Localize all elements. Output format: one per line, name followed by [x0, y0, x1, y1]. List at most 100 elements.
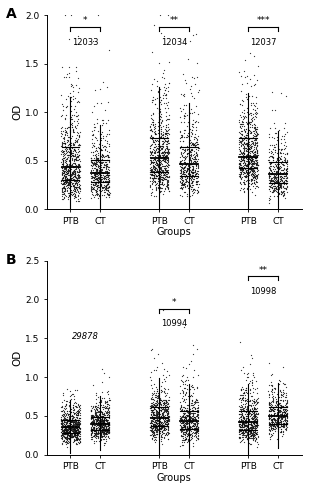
- Point: [191, 150, 196, 158]
- Point: [68, 154, 73, 162]
- Point: [238, 162, 243, 169]
- Point: [91, 423, 96, 431]
- Point: [103, 400, 108, 408]
- Point: [73, 416, 78, 424]
- Point: [159, 428, 164, 436]
- Point: [104, 170, 109, 178]
- Point: [149, 395, 154, 403]
- Point: [242, 403, 247, 410]
- Point: [69, 189, 74, 196]
- Point: [151, 165, 156, 173]
- Text: 12034: 12034: [161, 37, 188, 47]
- Text: 10998: 10998: [250, 287, 276, 296]
- Point: [93, 427, 98, 435]
- Point: [157, 430, 162, 437]
- Point: [244, 146, 249, 154]
- Point: [94, 414, 99, 422]
- Point: [165, 148, 170, 156]
- Point: [67, 421, 72, 429]
- Point: [239, 415, 244, 423]
- Point: [151, 395, 156, 403]
- Point: [255, 139, 259, 147]
- Point: [166, 184, 171, 191]
- Point: [102, 418, 107, 426]
- Point: [253, 419, 258, 427]
- Point: [189, 171, 194, 179]
- Point: [60, 181, 65, 189]
- Point: [237, 420, 242, 428]
- Point: [98, 135, 103, 142]
- Point: [187, 166, 192, 174]
- Point: [91, 423, 96, 431]
- Point: [104, 167, 109, 175]
- Point: [269, 167, 274, 175]
- Point: [252, 123, 257, 131]
- Point: [104, 184, 109, 191]
- Point: [253, 424, 258, 432]
- Point: [157, 434, 162, 441]
- Point: [186, 167, 191, 175]
- Point: [149, 177, 154, 185]
- Point: [248, 164, 253, 171]
- Point: [160, 387, 165, 395]
- Point: [67, 180, 72, 188]
- Point: [163, 175, 168, 183]
- Point: [159, 159, 164, 166]
- Point: [151, 415, 156, 423]
- Point: [281, 411, 286, 419]
- Point: [279, 187, 284, 195]
- Point: [254, 415, 259, 423]
- Point: [181, 91, 186, 99]
- Point: [100, 163, 105, 171]
- Point: [92, 418, 97, 426]
- Point: [67, 171, 72, 179]
- Point: [255, 434, 260, 441]
- Point: [106, 174, 111, 182]
- Point: [70, 433, 75, 441]
- Point: [243, 171, 248, 179]
- Point: [284, 177, 289, 185]
- Point: [77, 162, 82, 170]
- Point: [196, 372, 201, 380]
- Point: [165, 168, 170, 176]
- Point: [67, 425, 72, 433]
- Point: [244, 109, 249, 116]
- Point: [158, 151, 163, 159]
- Point: [251, 419, 256, 427]
- Point: [247, 420, 252, 428]
- Point: [244, 141, 249, 149]
- Point: [98, 401, 103, 409]
- Point: [182, 111, 187, 119]
- Point: [270, 417, 275, 425]
- Point: [70, 422, 75, 430]
- Point: [180, 418, 185, 426]
- Point: [60, 111, 65, 119]
- Point: [165, 144, 170, 152]
- Point: [162, 184, 167, 192]
- Point: [63, 431, 68, 438]
- Point: [191, 158, 196, 166]
- Point: [187, 131, 192, 139]
- Point: [284, 410, 289, 418]
- Point: [103, 106, 108, 113]
- Point: [242, 173, 247, 181]
- Point: [191, 422, 196, 430]
- Point: [193, 415, 198, 423]
- Point: [75, 429, 80, 436]
- Point: [187, 417, 192, 425]
- Point: [239, 124, 244, 132]
- Point: [268, 433, 273, 441]
- Point: [153, 164, 157, 172]
- Point: [67, 123, 72, 131]
- Point: [279, 173, 284, 181]
- Point: [154, 417, 159, 425]
- Point: [71, 424, 76, 432]
- Point: [100, 129, 104, 136]
- Point: [106, 425, 111, 433]
- Point: [61, 420, 66, 428]
- Point: [164, 422, 169, 430]
- Point: [99, 425, 104, 433]
- Point: [154, 425, 159, 433]
- Point: [266, 193, 271, 201]
- Point: [188, 409, 193, 416]
